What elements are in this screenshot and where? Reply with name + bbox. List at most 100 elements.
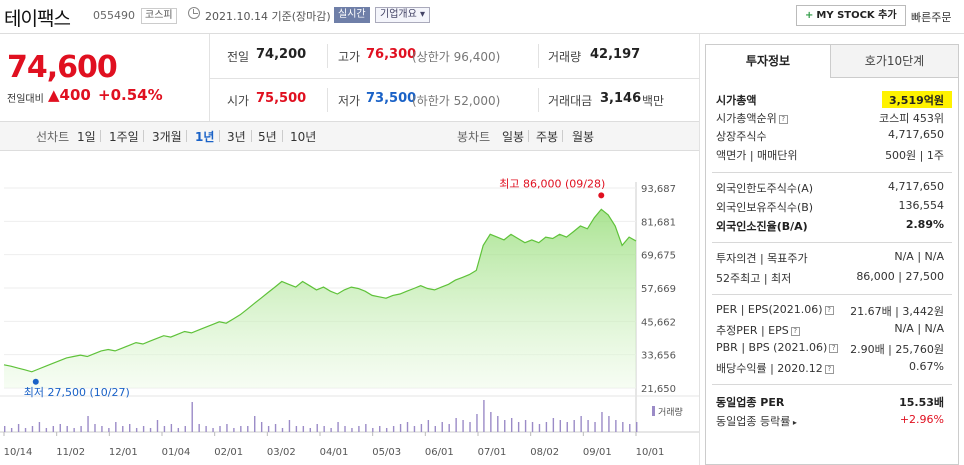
- volume-bar: [274, 424, 277, 432]
- volume-bar: [184, 426, 186, 432]
- volume-bar: [392, 426, 395, 432]
- volume-bar: [66, 426, 68, 432]
- volume-bar: [497, 416, 499, 432]
- volume-bar: [45, 428, 48, 432]
- min-point: [32, 378, 39, 385]
- volume-bar: [358, 426, 360, 432]
- divider: [712, 172, 952, 173]
- y-tick-label: 33,656: [641, 351, 676, 362]
- tab-monthly[interactable]: 월봉: [572, 130, 595, 144]
- volume-bar: [170, 424, 173, 432]
- add-my-stock-button[interactable]: + MY STOCK 추가: [796, 5, 906, 26]
- tab-3y[interactable]: 3년: [227, 130, 246, 144]
- volume-bar: [10, 428, 13, 432]
- market-cap-rank-label-text: 시가총액순위: [716, 112, 777, 125]
- help-icon[interactable]: ?: [824, 364, 834, 374]
- week52-label: 52주최고 | 최저: [716, 272, 792, 285]
- volume-bar: [198, 424, 200, 432]
- tab-weekly[interactable]: 주봉: [536, 130, 559, 144]
- volume-bar: [260, 422, 263, 432]
- tab-3m[interactable]: 3개월: [152, 130, 182, 144]
- change-percent: +0.54%: [98, 86, 163, 104]
- volume-bar: [233, 428, 235, 432]
- volume-bar: [483, 400, 485, 432]
- volume-bar: [52, 426, 55, 432]
- volume-bar: [31, 426, 34, 432]
- tab-separator: [219, 130, 220, 142]
- volume-bar: [441, 422, 443, 432]
- sector-per-value: 15.53배: [899, 396, 944, 409]
- volume-bar: [149, 428, 152, 432]
- volume-bar: [594, 422, 596, 432]
- volume-bar: [517, 422, 520, 432]
- divider: [209, 34, 210, 121]
- volume-bar: [135, 428, 138, 432]
- company-overview-label: 기업개요: [380, 9, 417, 20]
- candle-chart-label: 봉차트: [457, 130, 491, 144]
- volume-bar: [413, 426, 416, 432]
- volume-bar: [365, 424, 367, 432]
- week52-value: 86,000 | 27,500: [856, 270, 944, 283]
- tab-5y[interactable]: 5년: [258, 130, 277, 144]
- y-tick-label: 93,687: [641, 184, 676, 195]
- tab-1w[interactable]: 1주일: [109, 130, 139, 144]
- tab-1y[interactable]: 1년: [195, 130, 215, 144]
- tab-10y[interactable]: 10년: [290, 130, 317, 144]
- help-icon[interactable]: ?: [790, 326, 800, 336]
- y-tick-label: 21,650: [641, 384, 676, 395]
- volume-bar: [17, 424, 20, 432]
- volume-bar: [406, 422, 409, 432]
- volume-bar: [587, 420, 589, 432]
- help-icon[interactable]: ?: [829, 343, 839, 353]
- open-value: 75,500: [256, 91, 307, 106]
- volume-bar: [177, 428, 180, 432]
- est-per-label: 추정PER | EPS?: [716, 322, 800, 338]
- tab-daily[interactable]: 일봉: [502, 130, 525, 144]
- volume-bar: [629, 424, 631, 432]
- volume-bar: [399, 424, 402, 432]
- volume-bar: [538, 424, 541, 432]
- tab-1d[interactable]: 1일: [77, 130, 96, 144]
- divider: [712, 384, 952, 385]
- amount-label: 거래대금: [548, 94, 593, 108]
- help-icon[interactable]: ?: [824, 305, 834, 315]
- sector-per-label: 동일업종 PER: [716, 396, 785, 409]
- x-tick-label: 12/01: [109, 447, 138, 458]
- volume-legend-swatch: [652, 406, 655, 416]
- x-tick-label: 08/02: [530, 447, 559, 458]
- volume-bar: [226, 424, 228, 432]
- volume-bar: [351, 428, 353, 432]
- low-value: 73,500: [366, 91, 417, 106]
- realtime-badge[interactable]: 실시간: [334, 7, 370, 23]
- price-area: [4, 209, 636, 388]
- help-icon[interactable]: ?: [778, 114, 788, 124]
- volume-bar: [281, 428, 284, 432]
- line-chart-label: 선차트: [36, 130, 70, 144]
- per-label: PER | EPS(2021.06)?: [716, 303, 834, 316]
- x-tick-label: 07/01: [478, 447, 507, 458]
- divider: [712, 242, 952, 243]
- x-tick-label: 04/01: [320, 447, 349, 458]
- tab-order-book[interactable]: 호가10단계: [830, 45, 958, 78]
- pbr-label-text: PBR | BPS (2021.06): [716, 341, 828, 354]
- stock-header: [0, 0, 964, 34]
- tab-separator: [528, 130, 529, 142]
- volume-bar: [420, 424, 423, 432]
- volume-bar: [455, 418, 457, 432]
- divider: [538, 88, 539, 112]
- quick-order-link[interactable]: 빠른주문: [911, 11, 952, 24]
- up-triangle-icon: ▲: [48, 86, 60, 104]
- volume-legend-label: 거래량: [658, 406, 683, 418]
- est-per-label-text: 추정PER | EPS: [716, 324, 789, 337]
- market-cap-highlight: [882, 91, 952, 108]
- par-value: 500원 | 1주: [885, 149, 944, 162]
- volume-bar: [267, 426, 270, 432]
- tab-investment-info[interactable]: 투자정보: [706, 45, 830, 78]
- chevron-down-icon: ▾: [416, 9, 426, 20]
- company-overview-dropdown[interactable]: 기업개요 ▾: [375, 7, 431, 23]
- volume-bar: [469, 422, 471, 432]
- volume-bar: [427, 420, 430, 432]
- volume-bar: [323, 426, 325, 432]
- foreign-hold-label: 외국인보유주식수(B): [716, 201, 814, 214]
- volume-bar: [80, 426, 82, 432]
